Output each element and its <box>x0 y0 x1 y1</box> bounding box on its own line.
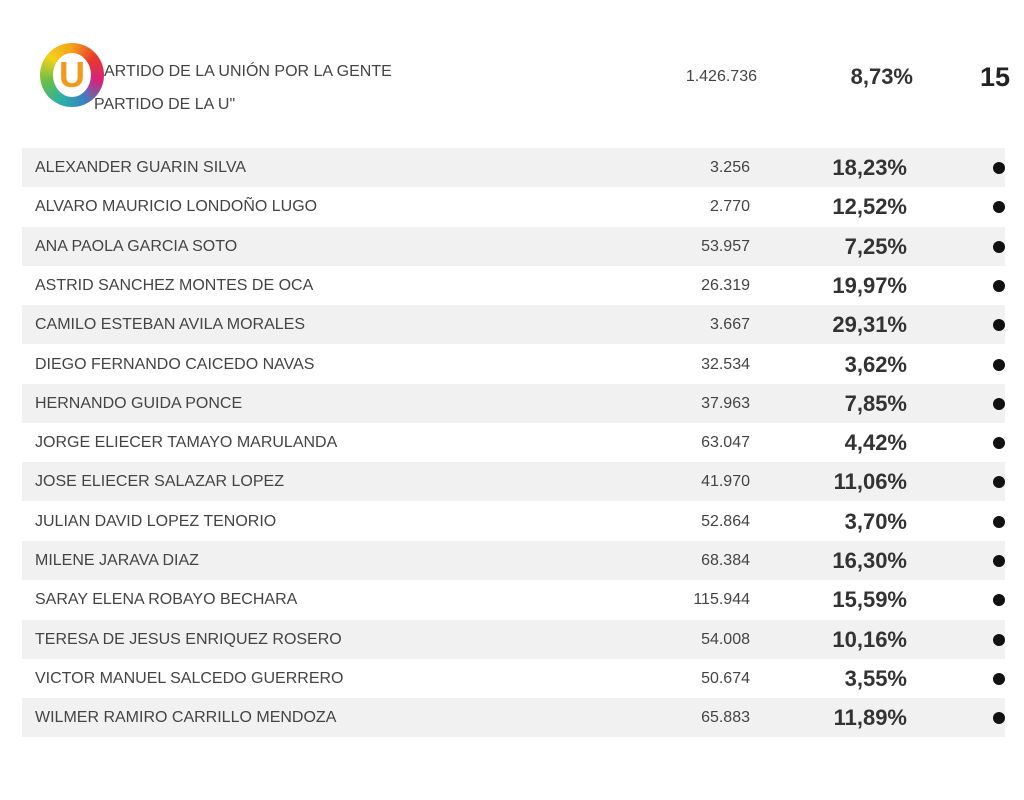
candidate-row: WILMER RAMIRO CARRILLO MENDOZA 65.883 11,8… <box>22 698 1005 738</box>
candidate-percent: 16,30% <box>832 548 907 573</box>
candidate-row: DIEGO FERNANDO CAICEDO NAVAS 32.534 3,62% <box>22 345 1005 384</box>
status-dot <box>993 594 1005 607</box>
status-dot <box>993 240 1005 253</box>
status-dot <box>993 437 1005 450</box>
candidate-name: JULIAN DAVID LOPEZ TENORIO <box>35 512 277 530</box>
status-dot <box>993 555 1005 567</box>
candidate-name: TERESA DE JESUS ENRIQUEZ ROSERO <box>35 630 342 648</box>
candidate-votes: 50.674 <box>701 669 750 687</box>
candidate-row: ALEXANDER GUARIN SILVA 3.256 18,23% <box>22 148 1005 187</box>
status-dot <box>993 672 1005 685</box>
candidate-row: JOSE ELIECER SALAZAR LOPEZ 41.970 11,06% <box>22 462 1005 502</box>
candidate-votes: 37.963 <box>701 394 750 412</box>
party-name: ARTIDO DE LA UNIÓN POR LA GENTE <box>104 63 392 80</box>
candidate-name: SARAY ELENA ROBAYO BECHARA <box>35 591 298 609</box>
candidate-row: CAMILO ESTEBAN AVILA MORALES 3.667 29,31% <box>22 305 1005 345</box>
status-dot <box>993 712 1005 725</box>
candidate-row: VICTOR MANUEL SALCEDO GUERRERO 50.674 3,55… <box>22 659 1005 698</box>
candidate-percent: 7,85% <box>844 390 907 416</box>
status-dot <box>993 201 1005 214</box>
candidate-name: ANA PAOLA GARCIA SOTO <box>35 237 238 255</box>
candidate-percent: 3,55% <box>844 665 907 691</box>
candidate-name: MILENE JARAVA DIAZ <box>35 552 199 569</box>
candidate-votes: 53.957 <box>701 237 750 255</box>
candidate-votes: 26.319 <box>701 276 750 294</box>
candidate-votes: 115.944 <box>693 591 750 609</box>
status-dot <box>993 515 1005 528</box>
candidate-votes: 3.256 <box>709 159 750 176</box>
candidate-name: JOSE ELIECER SALAZAR LOPEZ <box>35 473 284 491</box>
candidate-name: JORGE ELIECER TAMAYO MARULANDA <box>35 434 338 452</box>
party-logo: U <box>40 43 104 107</box>
candidate-name: WILMER RAMIRO CARRILLO MENDOZA <box>35 709 337 727</box>
candidate-row: JORGE ELIECER TAMAYO MARULANDA 63.047 4,42… <box>22 423 1005 462</box>
candidate-name: CAMILO ESTEBAN AVILA MORALES <box>35 316 306 334</box>
candidate-name: ALVARO MAURICIO LONDOÑO LUGO <box>35 198 318 216</box>
party-percent: 8,73% <box>850 64 913 89</box>
status-dot <box>993 633 1005 646</box>
candidate-votes: 68.384 <box>701 552 750 569</box>
candidate-percent: 12,52% <box>832 194 907 220</box>
candidate-row: JULIAN DAVID LOPEZ TENORIO 52.864 3,70% <box>22 502 1005 541</box>
candidate-name: VICTOR MANUEL SALCEDO GUERRERO <box>35 669 344 687</box>
candidate-votes: 65.883 <box>701 709 750 727</box>
candidate-votes: 3.667 <box>709 316 750 334</box>
status-dot <box>993 162 1005 174</box>
candidate-percent: 11,06% <box>833 469 907 495</box>
candidate-row: MILENE JARAVA DIAZ 68.384 16,30% <box>22 541 1005 580</box>
candidate-votes: 54.008 <box>701 630 750 648</box>
candidate-percent: 7,25% <box>844 233 907 259</box>
candidate-name: ALEXANDER GUARIN SILVA <box>35 159 247 176</box>
candidate-name: HERNANDO GUIDA PONCE <box>35 394 243 412</box>
candidate-votes: 52.864 <box>701 512 750 530</box>
candidate-name: DIEGO FERNANDO CAICEDO NAVAS <box>35 355 315 373</box>
candidate-percent: 10,16% <box>832 626 907 652</box>
candidate-votes: 2.770 <box>709 198 750 216</box>
candidate-row: SARAY ELENA ROBAYO BECHARA 115.944 15,59% <box>22 580 1005 619</box>
status-dot <box>993 279 1005 292</box>
candidate-percent: 3,70% <box>844 508 907 534</box>
status-dot <box>993 319 1005 332</box>
status-dot <box>993 397 1005 410</box>
candidate-votes: 41.970 <box>701 473 750 491</box>
candidate-percent: 15,59% <box>832 587 907 613</box>
candidate-row: HERNANDO GUIDA PONCE 37.963 7,85% <box>22 383 1005 423</box>
candidate-row: ASTRID SANCHEZ MONTES DE OCA 26.319 19,97% <box>22 266 1005 305</box>
candidate-percent: 19,97% <box>832 272 907 298</box>
candidate-name: ASTRID SANCHEZ MONTES DE OCA <box>35 276 314 294</box>
candidate-row: TERESA DE JESUS ENRIQUEZ ROSERO 54.008 10,… <box>22 619 1005 659</box>
candidate-row: ANA PAOLA GARCIA SOTO 53.957 7,25% <box>22 226 1005 266</box>
candidate-votes: 63.047 <box>701 434 750 452</box>
candidate-votes: 32.534 <box>701 355 750 373</box>
candidate-row: ALVARO MAURICIO LONDOÑO LUGO 2.770 12,52% <box>22 187 1005 226</box>
candidate-percent: 3,62% <box>844 351 907 377</box>
party-seats: 15 <box>979 62 1010 92</box>
status-dot <box>993 476 1005 489</box>
candidate-percent: 4,42% <box>844 430 907 456</box>
party-votes: 1.426.736 <box>685 68 757 85</box>
candidate-percent: 11,89% <box>833 705 907 731</box>
candidate-percent: 29,31% <box>832 312 907 338</box>
party-name: PARTIDO DE LA U" <box>94 96 236 113</box>
status-dot <box>993 358 1005 371</box>
candidate-percent: 18,23% <box>832 155 907 180</box>
